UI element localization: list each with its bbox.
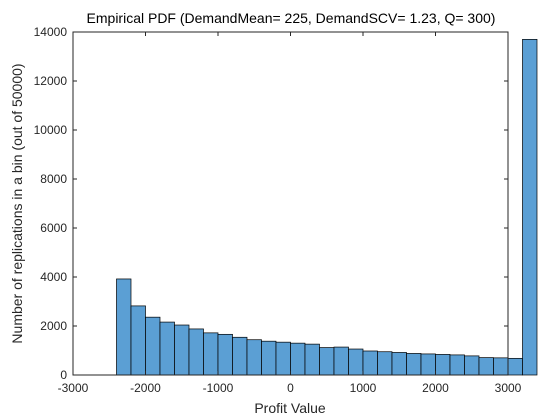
chart-title: Empirical PDF (DemandMean= 225, DemandSC… — [87, 10, 496, 26]
x-tick-label: 1000 — [350, 381, 377, 395]
x-tick-label: 0 — [287, 381, 294, 395]
histogram-bar-6 — [188, 328, 204, 376]
histogram-bar-15 — [319, 347, 335, 376]
histogram-bar-17 — [348, 348, 364, 376]
histogram-bar-11 — [261, 340, 277, 376]
histogram-bar-4 — [159, 321, 175, 376]
histogram-bar-24 — [449, 354, 465, 376]
y-tick-label: 10000 — [34, 123, 68, 137]
y-tick-label: 6000 — [40, 221, 67, 235]
histogram-bar-10 — [246, 339, 262, 376]
y-axis-label: Number of replications in a bin (out of … — [9, 63, 25, 343]
y-tick-label: 8000 — [40, 172, 67, 186]
histogram-bar-9 — [232, 336, 248, 376]
histogram-bar-5 — [174, 324, 190, 376]
histogram-bar-29 — [522, 38, 538, 376]
histogram-bar-19 — [377, 351, 393, 376]
histogram-bar-8 — [217, 333, 233, 376]
y-tick-label: 14000 — [34, 25, 68, 39]
x-tick-label: -2000 — [130, 381, 161, 395]
x-tick-label: 2000 — [422, 381, 449, 395]
x-axis: -3000 -2000 -1000 0 1000 2000 3000 — [58, 32, 522, 395]
histogram-bar-13 — [290, 342, 306, 376]
histogram-bar-2 — [130, 305, 146, 376]
x-axis-label: Profit Value — [254, 400, 326, 416]
histogram-bar-1 — [116, 278, 132, 376]
bars-group — [116, 38, 538, 376]
y-tick-label: 2000 — [40, 319, 67, 333]
histogram-bar-23 — [435, 354, 451, 376]
histogram-bar-18 — [362, 350, 378, 376]
histogram-bar-27 — [493, 357, 509, 376]
histogram-bar-12 — [275, 341, 291, 376]
y-tick-label: 0 — [60, 368, 67, 382]
x-tick-label: 3000 — [495, 381, 522, 395]
histogram-bar-22 — [420, 353, 436, 376]
y-tick-label: 12000 — [34, 74, 68, 88]
x-tick-label: -3000 — [58, 381, 89, 395]
y-axis: 0 2000 4000 6000 8000 10000 12000 14000 — [34, 25, 508, 382]
histogram-bar-3 — [145, 316, 161, 376]
histogram-bar-20 — [391, 352, 407, 376]
x-tick-label: -1000 — [203, 381, 234, 395]
histogram-bar-28 — [507, 357, 523, 376]
histogram-bar-26 — [478, 357, 494, 376]
y-tick-label: 4000 — [40, 270, 67, 284]
histogram-bar-21 — [406, 353, 422, 376]
histogram-bar-16 — [333, 346, 349, 376]
histogram-bar-14 — [304, 343, 320, 376]
histogram-bar-25 — [464, 355, 480, 376]
histogram-bar-7 — [203, 332, 219, 376]
